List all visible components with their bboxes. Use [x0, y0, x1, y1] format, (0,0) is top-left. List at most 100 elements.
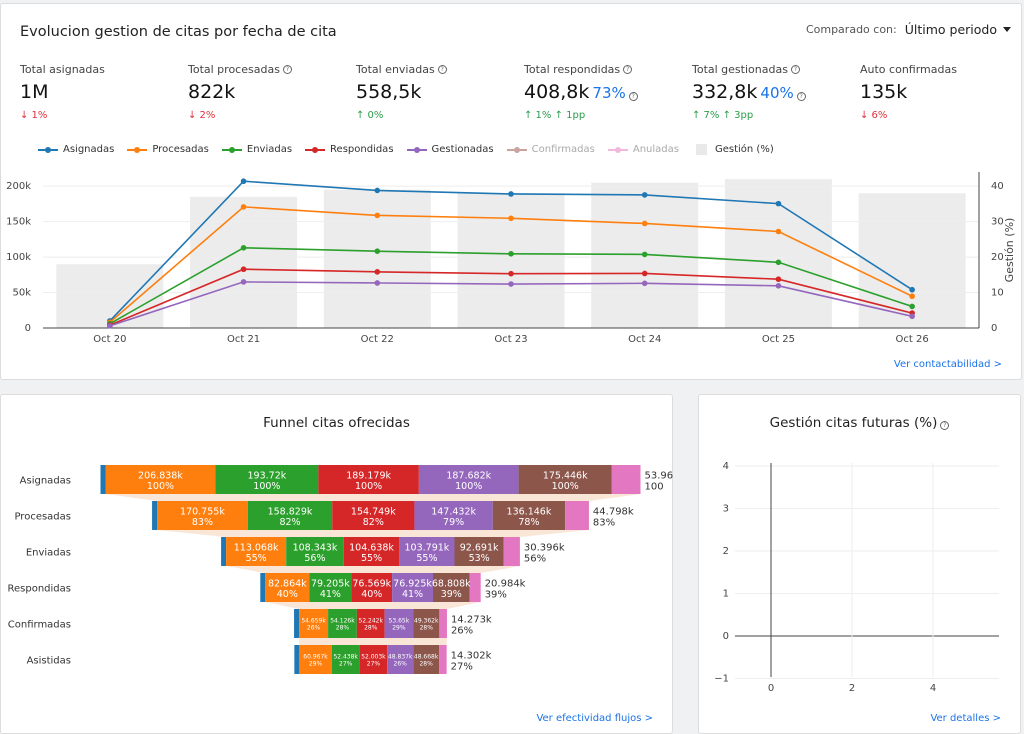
info-icon[interactable]: ? [940, 421, 950, 430]
funnel-segment[interactable] [157, 501, 248, 530]
funnel-segment[interactable] [414, 501, 493, 530]
data-point[interactable] [641, 251, 648, 258]
detalles-link[interactable]: Ver detalles > [930, 713, 1001, 724]
legend-item-anuladas[interactable]: Anuladas [607, 144, 679, 155]
legend-item-enviadas[interactable]: Enviadas [221, 144, 292, 155]
funnel-value-label: 52.003k [361, 654, 386, 661]
legend-line-icon [406, 146, 427, 153]
funnel-value-label: 83% [192, 517, 213, 528]
data-point[interactable] [909, 293, 915, 300]
funnel-connector [157, 530, 589, 537]
funnel-value-label: 100% [253, 481, 280, 492]
data-point[interactable] [508, 281, 514, 287]
funnel-segment[interactable] [318, 465, 419, 494]
y-tick-label: 0 [723, 631, 729, 642]
legend-item-asignadas[interactable]: Asignadas [38, 144, 114, 155]
data-point[interactable] [240, 245, 247, 251]
data-point[interactable] [641, 220, 648, 227]
data-point[interactable] [909, 286, 915, 293]
funnel-segment[interactable] [399, 537, 455, 566]
data-point[interactable] [508, 251, 514, 257]
caret-down-icon[interactable] [1003, 27, 1011, 32]
data-point[interactable] [909, 313, 915, 320]
funnel-segment[interactable] [328, 609, 357, 638]
funnel-segment[interactable] [565, 501, 589, 530]
future-chart: 4 3 2 1 0 −1 0 2 4 [714, 461, 999, 694]
compare-selector[interactable]: Comparado con: Último periodo [806, 22, 1011, 37]
data-point[interactable] [240, 279, 247, 285]
legend-item-respondidas[interactable]: Respondidas [305, 144, 394, 155]
efectividad-link[interactable]: Ver efectividad flujos > [536, 713, 653, 724]
funnel-segment[interactable] [309, 573, 352, 602]
data-point[interactable] [775, 228, 782, 235]
compare-value[interactable]: Último periodo [904, 22, 997, 37]
data-point[interactable] [909, 303, 915, 310]
funnel-segment[interactable] [105, 465, 216, 494]
funnel-segment[interactable] [454, 537, 504, 566]
funnel-segment[interactable] [439, 609, 447, 638]
data-point[interactable] [641, 280, 648, 287]
funnel-segment[interactable] [432, 573, 470, 602]
funnel-segment[interactable] [351, 573, 393, 602]
funnel-segment[interactable] [413, 645, 440, 674]
data-point[interactable] [374, 280, 381, 286]
info-icon[interactable]: ? [623, 65, 633, 74]
funnel-segment[interactable] [299, 609, 329, 638]
funnel-value-label: 49.362k [414, 618, 439, 625]
data-point[interactable] [107, 323, 113, 329]
funnel-segment[interactable] [518, 465, 612, 494]
funnel-segment[interactable] [356, 609, 385, 638]
funnel-segment[interactable] [503, 537, 520, 566]
data-point[interactable] [374, 187, 381, 194]
data-point[interactable] [775, 200, 782, 207]
data-point[interactable] [240, 266, 247, 273]
funnel-segment[interactable] [387, 645, 414, 674]
data-point[interactable] [240, 204, 247, 210]
contactabilidad-link[interactable]: Ver contactabilidad > [893, 359, 1002, 370]
funnel-segment[interactable] [286, 537, 344, 566]
legend-line-icon [221, 146, 242, 153]
legend-item-gestionadas[interactable]: Gestionadas [406, 144, 494, 155]
funnel-segment[interactable] [331, 645, 360, 674]
data-point[interactable] [240, 178, 247, 185]
funnel-segment[interactable] [332, 501, 415, 530]
data-point[interactable] [508, 215, 514, 222]
data-point[interactable] [508, 270, 514, 277]
data-point[interactable] [374, 212, 381, 219]
data-point[interactable] [374, 248, 381, 255]
data-point[interactable] [775, 283, 782, 289]
legend-item-confirmadas[interactable]: Confirmadas [506, 144, 595, 155]
funnel-segment[interactable] [265, 573, 310, 602]
funnel-segment[interactable] [469, 573, 481, 602]
funnel-segment[interactable] [299, 645, 332, 674]
funnel-value-label: 136.146k [507, 507, 552, 518]
funnel-value-label: 82% [279, 517, 300, 528]
data-point[interactable] [508, 191, 514, 197]
funnel-segment[interactable] [492, 501, 566, 530]
data-point[interactable] [775, 276, 782, 283]
info-icon[interactable]: ? [437, 65, 447, 74]
data-point[interactable] [641, 192, 648, 198]
info-icon[interactable]: ? [796, 92, 806, 101]
funnel-segment[interactable] [247, 501, 333, 530]
kpi-label: Total enviadas? [356, 63, 447, 76]
info-icon[interactable]: ? [628, 92, 638, 101]
kpi-value: 1M [20, 81, 49, 103]
funnel-segment[interactable] [439, 645, 447, 674]
funnel-segment[interactable] [418, 465, 519, 494]
funnel-segment[interactable] [384, 609, 414, 638]
info-icon[interactable]: ? [282, 65, 292, 74]
funnel-segment[interactable] [359, 645, 388, 674]
info-icon[interactable]: ? [790, 65, 800, 74]
funnel-segment[interactable] [343, 537, 400, 566]
funnel-segment[interactable] [226, 537, 287, 566]
data-point[interactable] [374, 269, 381, 275]
funnel-segment[interactable] [215, 465, 319, 494]
funnel-segment[interactable] [413, 609, 440, 638]
legend-item-procesadas[interactable]: Procesadas [127, 144, 209, 155]
funnel-segment[interactable] [611, 465, 641, 494]
data-point[interactable] [775, 259, 782, 266]
funnel-segment[interactable] [392, 573, 433, 602]
legend-item-gestion[interactable]: Gestión (%) [692, 144, 774, 155]
data-point[interactable] [641, 270, 648, 277]
